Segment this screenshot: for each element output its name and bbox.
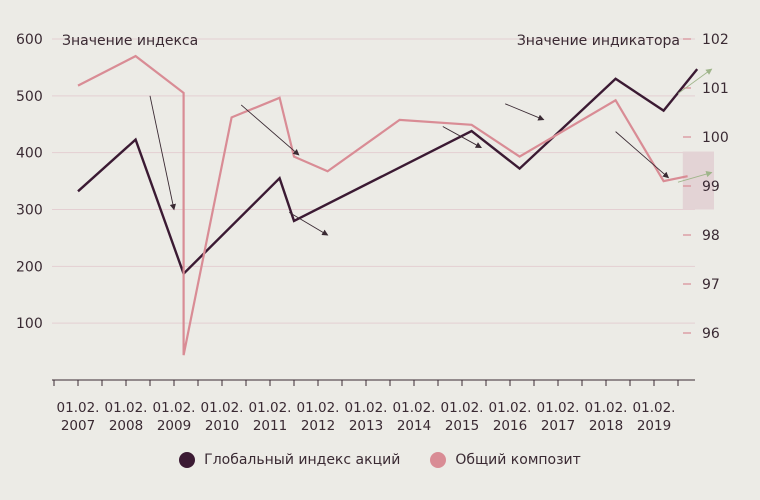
legend-item-composite: Общий композит xyxy=(430,452,581,468)
series-line-0 xyxy=(77,68,699,276)
right-tick-label-101: 101 xyxy=(702,81,729,97)
right-axis-ticks: 96 97 98 99 100 101 102 xyxy=(683,32,729,342)
right-tick-label-97: 97 xyxy=(702,277,720,293)
legend-label-composite: Общий композит xyxy=(455,452,581,468)
x-tick-label-line2-6: 2013 xyxy=(349,418,383,434)
legend-item-stock-index: Глобальный индекс акций xyxy=(179,452,400,468)
right-tick-label-98: 98 xyxy=(702,228,720,244)
x-tick-label-line2-0: 2007 xyxy=(61,418,95,434)
legend-swatch-stock-index xyxy=(179,452,196,468)
x-tick-label-line2-2: 2009 xyxy=(157,418,191,434)
x-tick-label-line1-11: 01.02. xyxy=(585,400,628,416)
gridlines xyxy=(52,38,695,324)
left-axis-ticks: 100 200 300 400 500 600 xyxy=(16,32,43,332)
left-axis-title: Значение индекса xyxy=(62,33,198,49)
left-tick-label-200: 200 xyxy=(16,259,43,275)
annotation-arrow-6 xyxy=(677,68,713,94)
right-tick-label-100: 100 xyxy=(702,130,729,146)
left-tick-label-300: 300 xyxy=(16,203,43,219)
annotation-arrow-4 xyxy=(505,103,545,121)
x-tick-label-line1-0: 01.02. xyxy=(57,400,100,416)
x-tick-label-line2-8: 2015 xyxy=(445,418,479,434)
x-axis: 01.02. 2007 01.02. 2008 01.02. 2009 01.02. 2010… xyxy=(52,379,695,434)
annotation-arrow-5 xyxy=(615,131,670,179)
right-tick-label-99: 99 xyxy=(702,179,720,195)
series-line-1 xyxy=(77,54,688,356)
legend: Глобальный индекс акций Общий композит xyxy=(0,452,760,468)
x-tick-label-line2-1: 2008 xyxy=(109,418,143,434)
annotation-arrow-1 xyxy=(240,104,300,156)
left-tick-label-600: 600 xyxy=(16,32,43,48)
x-tick-label-line1-12: 01.02. xyxy=(633,400,676,416)
x-tick-label-line2-3: 2010 xyxy=(205,418,239,434)
legend-label-stock-index: Глобальный индекс акций xyxy=(204,452,401,468)
highlight-rect xyxy=(682,151,714,210)
series-layer xyxy=(77,54,699,356)
x-tick-label-line1-9: 01.02. xyxy=(489,400,532,416)
x-tick-label-line1-5: 01.02. xyxy=(297,400,340,416)
right-tick-label-102: 102 xyxy=(702,32,729,48)
x-tick-label-line1-10: 01.02. xyxy=(537,400,580,416)
chart: 01.02. 2007 01.02. 2008 01.02. 2009 01.02. 2010… xyxy=(16,32,729,434)
x-tick-label-line2-4: 2011 xyxy=(253,418,287,434)
legend-swatch-composite xyxy=(430,452,447,468)
annotation-arrow-7 xyxy=(677,171,713,183)
annotation-arrow-2 xyxy=(288,211,329,236)
x-tick-label-line2-10: 2017 xyxy=(541,418,575,434)
x-tick-label-line1-8: 01.02. xyxy=(441,400,484,416)
x-tick-label-line2-12: 2019 xyxy=(637,418,671,434)
left-tick-label-400: 400 xyxy=(16,146,43,162)
annotation-arrow-0 xyxy=(149,95,176,211)
x-tick-label-line1-2: 01.02. xyxy=(153,400,196,416)
annotation-arrow-3 xyxy=(442,126,482,148)
x-tick-label-line1-6: 01.02. xyxy=(345,400,388,416)
x-tick-label-line1-4: 01.02. xyxy=(249,400,292,416)
x-tick-label-line2-11: 2018 xyxy=(589,418,623,434)
x-tick-label-line2-7: 2014 xyxy=(397,418,431,434)
x-tick-label-line2-5: 2012 xyxy=(301,418,335,434)
x-tick-label-line1-3: 01.02. xyxy=(201,400,244,416)
left-tick-label-100: 100 xyxy=(16,316,43,332)
highlight-region xyxy=(682,151,714,210)
x-tick-label-line2-9: 2016 xyxy=(493,418,527,434)
right-tick-label-96: 96 xyxy=(702,326,720,342)
annotation-arrows xyxy=(149,68,713,236)
x-tick-label-line1-1: 01.02. xyxy=(105,400,148,416)
right-axis-title: Значение индикатора xyxy=(517,33,680,49)
left-tick-label-500: 500 xyxy=(16,89,43,105)
x-tick-label-line1-7: 01.02. xyxy=(393,400,436,416)
